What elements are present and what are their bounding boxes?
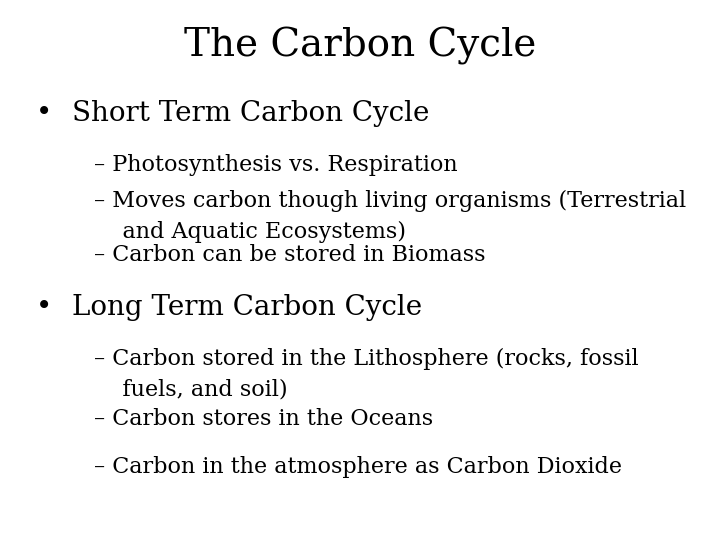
Text: The Carbon Cycle: The Carbon Cycle [184, 27, 536, 65]
Text: •: • [36, 100, 53, 127]
Text: •: • [36, 294, 53, 321]
Text: – Carbon stored in the Lithosphere (rocks, fossil
    fuels, and soil): – Carbon stored in the Lithosphere (rock… [94, 348, 638, 401]
Text: – Carbon in the atmosphere as Carbon Dioxide: – Carbon in the atmosphere as Carbon Dio… [94, 456, 621, 478]
Text: – Carbon stores in the Oceans: – Carbon stores in the Oceans [94, 408, 433, 430]
Text: Short Term Carbon Cycle: Short Term Carbon Cycle [72, 100, 429, 127]
Text: Long Term Carbon Cycle: Long Term Carbon Cycle [72, 294, 422, 321]
Text: – Carbon can be stored in Biomass: – Carbon can be stored in Biomass [94, 244, 485, 266]
Text: – Photosynthesis vs. Respiration: – Photosynthesis vs. Respiration [94, 154, 457, 176]
Text: – Moves carbon though living organisms (Terrestrial
    and Aquatic Ecosystems): – Moves carbon though living organisms (… [94, 190, 685, 243]
